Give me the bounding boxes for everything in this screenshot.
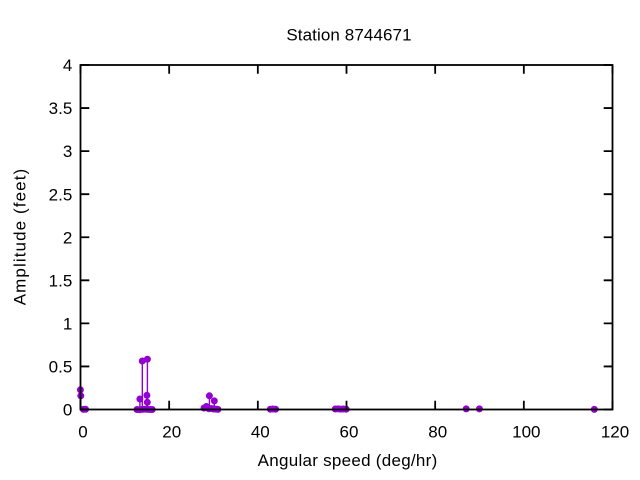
svg-text:Amplitude (feet): Amplitude (feet) (11, 168, 30, 306)
svg-text:0: 0 (78, 422, 87, 441)
svg-text:2.5: 2.5 (49, 185, 73, 204)
svg-text:80: 80 (428, 422, 447, 441)
svg-text:0.5: 0.5 (49, 358, 73, 377)
svg-text:3: 3 (63, 142, 72, 161)
svg-text:1.5: 1.5 (49, 271, 73, 290)
svg-text:40: 40 (251, 422, 270, 441)
svg-text:1: 1 (63, 315, 72, 334)
svg-text:60: 60 (340, 422, 359, 441)
svg-text:100: 100 (512, 422, 540, 441)
svg-text:20: 20 (162, 422, 181, 441)
svg-text:4: 4 (63, 56, 72, 75)
svg-text:Station 8744671: Station 8744671 (286, 26, 411, 45)
svg-text:0: 0 (63, 401, 72, 420)
svg-text:2: 2 (63, 228, 72, 247)
svg-text:Angular speed (deg/hr): Angular speed (deg/hr) (258, 451, 438, 470)
svg-text:120: 120 (601, 422, 629, 441)
svg-text:3.5: 3.5 (49, 99, 73, 118)
